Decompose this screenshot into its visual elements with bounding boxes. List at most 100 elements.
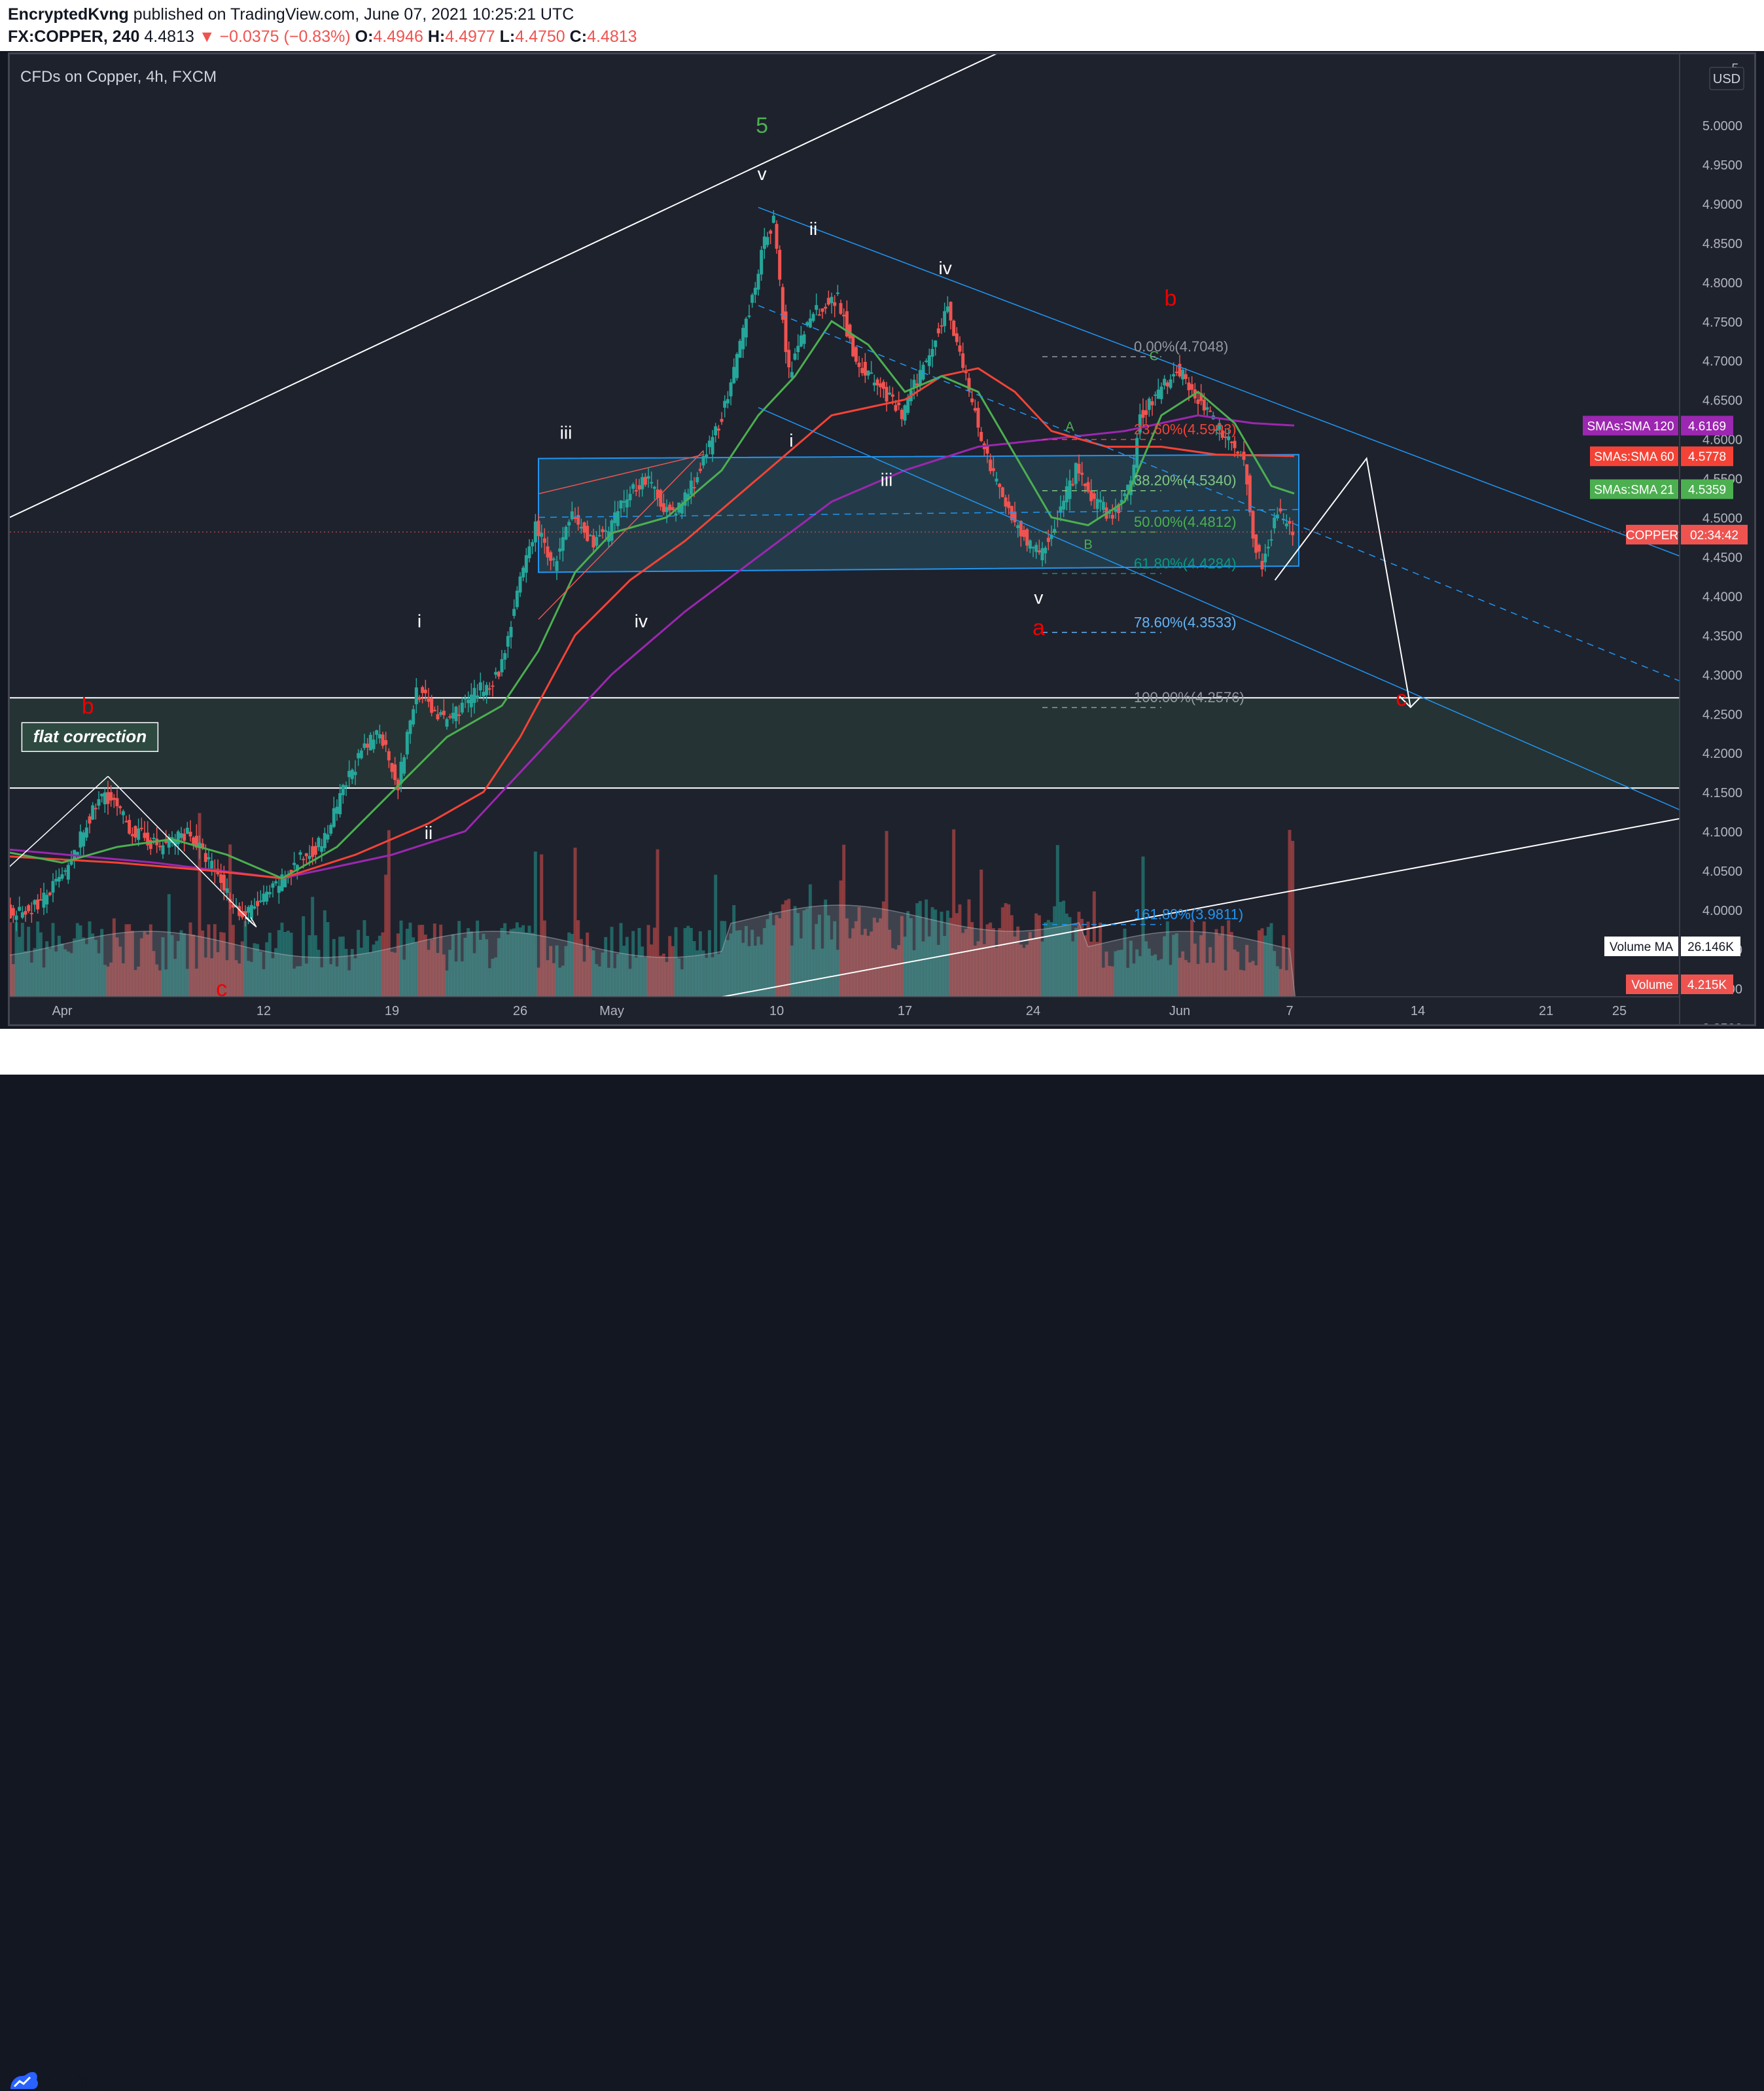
candle-body	[146, 832, 150, 846]
projection-path[interactable]	[1274, 457, 1411, 707]
candle-body	[432, 709, 436, 711]
candle-body	[88, 816, 92, 824]
volume-bar	[705, 957, 709, 997]
volume-bar	[781, 904, 785, 997]
volume-bar	[39, 932, 43, 997]
volume-bar	[1154, 954, 1157, 997]
candle-body	[63, 870, 67, 872]
volume-bar	[271, 958, 275, 997]
candle-body	[769, 230, 773, 234]
candle-body	[582, 522, 586, 533]
volume-bar	[240, 941, 244, 997]
volume-bar	[985, 924, 989, 997]
volume-bar	[927, 936, 931, 997]
candle-body	[686, 493, 690, 500]
volume-bar	[906, 911, 910, 997]
candle-body	[274, 881, 278, 884]
candle-body	[815, 305, 819, 310]
volume-bar	[1053, 906, 1057, 997]
candle-body	[628, 493, 632, 501]
currency-box[interactable]	[1709, 67, 1744, 90]
fib-level-label: 78.60%(4.3533)	[1134, 614, 1237, 630]
candle-body	[271, 883, 275, 888]
price-chart[interactable]: 0.00%(4.7048) 23.60%(4.5993) 38.20%(4.5340…	[10, 54, 1754, 1024]
descending-channel-top[interactable]	[758, 207, 1702, 565]
price-tag[interactable]: SMAs:SMA 21 4.5359	[1590, 479, 1733, 499]
descending-channel-bottom[interactable]	[758, 406, 1702, 819]
volume-bar	[408, 922, 412, 997]
flat-correction-box[interactable]	[21, 722, 159, 752]
volume-bar	[848, 938, 852, 997]
open-label: O:	[355, 27, 374, 46]
volume-bar	[75, 923, 79, 997]
volume-tag[interactable]: Volume 4.215K	[1626, 974, 1733, 994]
candle-body	[487, 688, 491, 690]
box-midline[interactable]	[538, 509, 1299, 518]
volume-bar	[1044, 922, 1048, 997]
candle-body	[45, 895, 49, 904]
volume-bar	[192, 934, 196, 997]
candle-body	[482, 692, 485, 696]
candle-body	[1004, 497, 1008, 507]
descending-channel-mid[interactable]	[758, 305, 1702, 690]
volume-bar	[1129, 940, 1133, 997]
volume-bar	[799, 938, 803, 997]
candle-body	[720, 419, 724, 422]
volume-bar	[854, 921, 858, 997]
price-tag-label-bg	[1590, 446, 1678, 467]
author-name[interactable]: EncryptedKvng	[8, 5, 129, 24]
candle-body	[338, 793, 342, 815]
volume-bar	[570, 933, 574, 997]
candle-body	[183, 833, 186, 841]
volume-bar	[304, 963, 308, 997]
price-tag[interactable]: SMAs:SMA 120 4.6169	[1583, 416, 1733, 436]
volume-bar	[317, 950, 321, 997]
volume-bar	[1172, 935, 1176, 997]
candle-body	[641, 477, 644, 490]
tradingview-logo-icon[interactable]	[8, 2069, 39, 2090]
candle-body	[375, 730, 379, 735]
candle-body	[1196, 399, 1200, 404]
wedge-line-upper[interactable]	[538, 454, 704, 495]
price-tick-label: 3.8500	[1702, 1022, 1742, 1024]
candle-body	[1000, 487, 1004, 497]
price-tag[interactable]: SMAs:SMA 60 4.5778	[1590, 446, 1733, 467]
fib-level-label: 100.00%(4.2576)	[1134, 689, 1244, 706]
candle-body	[760, 249, 764, 275]
candle-body	[1187, 382, 1191, 391]
volume-bar	[347, 970, 351, 997]
candle-body	[540, 533, 544, 537]
volume-bar	[1104, 951, 1108, 997]
candle-body	[521, 567, 525, 578]
wave-label: v	[758, 164, 767, 184]
candle-body	[1126, 484, 1130, 491]
flat-correction-leg-2[interactable]	[107, 776, 255, 926]
candle-body	[1077, 463, 1081, 474]
volume-bar	[247, 961, 251, 997]
volume-bar	[451, 934, 455, 997]
volume-bar	[1138, 956, 1142, 997]
candle-body	[714, 426, 718, 436]
volume-bar	[912, 950, 916, 997]
volume-bar	[1013, 936, 1017, 997]
candle-body	[826, 298, 830, 305]
wedge-line-lower[interactable]	[538, 450, 704, 620]
lower-channel-line[interactable]	[10, 817, 1680, 1024]
volume-bar	[353, 958, 357, 997]
candle-body	[595, 537, 599, 546]
candle-body	[1028, 540, 1032, 549]
volume-tag[interactable]: Volume MA 26.146K	[1604, 937, 1740, 956]
candle-body	[18, 906, 22, 911]
tradingview-brand[interactable]: TradingView	[44, 2071, 142, 2090]
price-tag[interactable]: COPPER 02:34:42	[1626, 524, 1748, 545]
flat-correction-leg-1[interactable]	[10, 776, 109, 894]
candle-body	[249, 904, 253, 919]
candle-body	[1013, 511, 1017, 522]
upper-channel-line[interactable]	[10, 54, 1680, 518]
candle-body	[659, 490, 663, 507]
candle-body	[1181, 370, 1185, 380]
volume-bar	[1007, 904, 1011, 997]
volume-bar	[54, 951, 58, 997]
candle-body	[368, 734, 372, 751]
candle-body	[778, 249, 782, 280]
